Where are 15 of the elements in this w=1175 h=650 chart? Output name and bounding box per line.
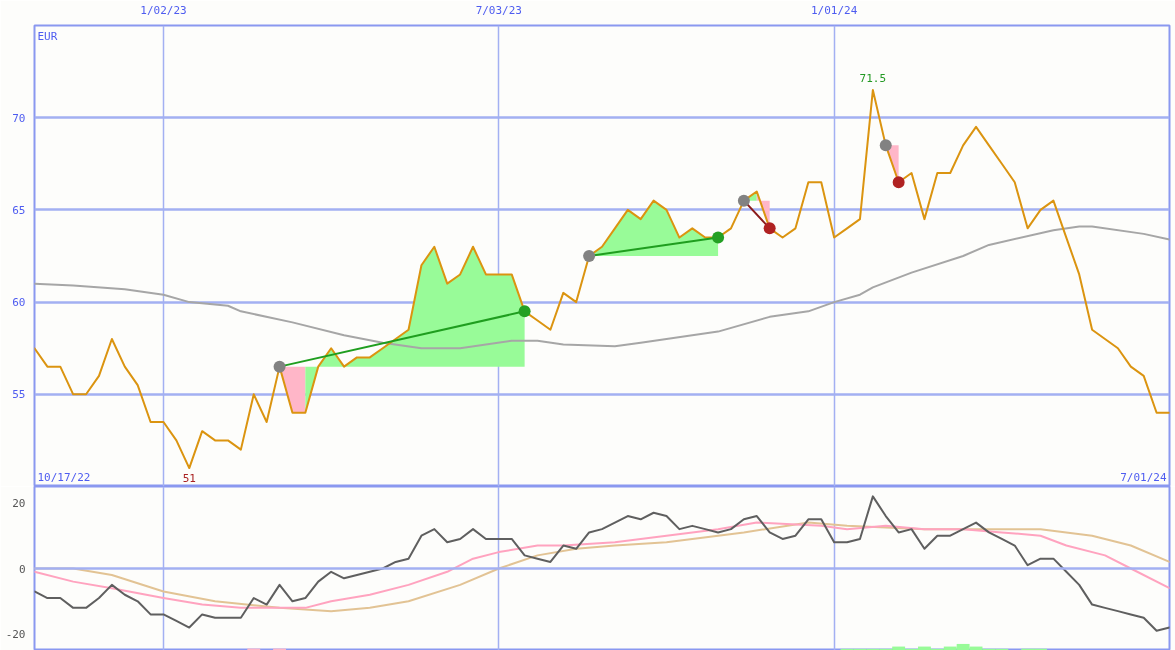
y-tick-label: 55 (12, 388, 26, 402)
y-tick-label: 65 (12, 203, 26, 217)
x-tick-label: 1/02/23 (140, 3, 187, 17)
y-tick-label: 0 (18, 562, 26, 576)
y-tick-label: -20 (5, 628, 26, 642)
y-tick-label: 60 (12, 296, 26, 310)
y-axis-title: EUR (37, 29, 58, 43)
y-tick-label: 70 (12, 111, 26, 125)
x-tick-label: 7/03/23 (475, 3, 522, 17)
annotation: 7/01/24 (1120, 470, 1167, 484)
x-tick-label: 1/01/24 (810, 3, 858, 17)
annotation: 71.5 (859, 72, 887, 86)
y-tick-label: 20 (12, 496, 26, 510)
annotation: 10/17/22 (37, 470, 91, 484)
annotation: 51 (182, 472, 196, 486)
